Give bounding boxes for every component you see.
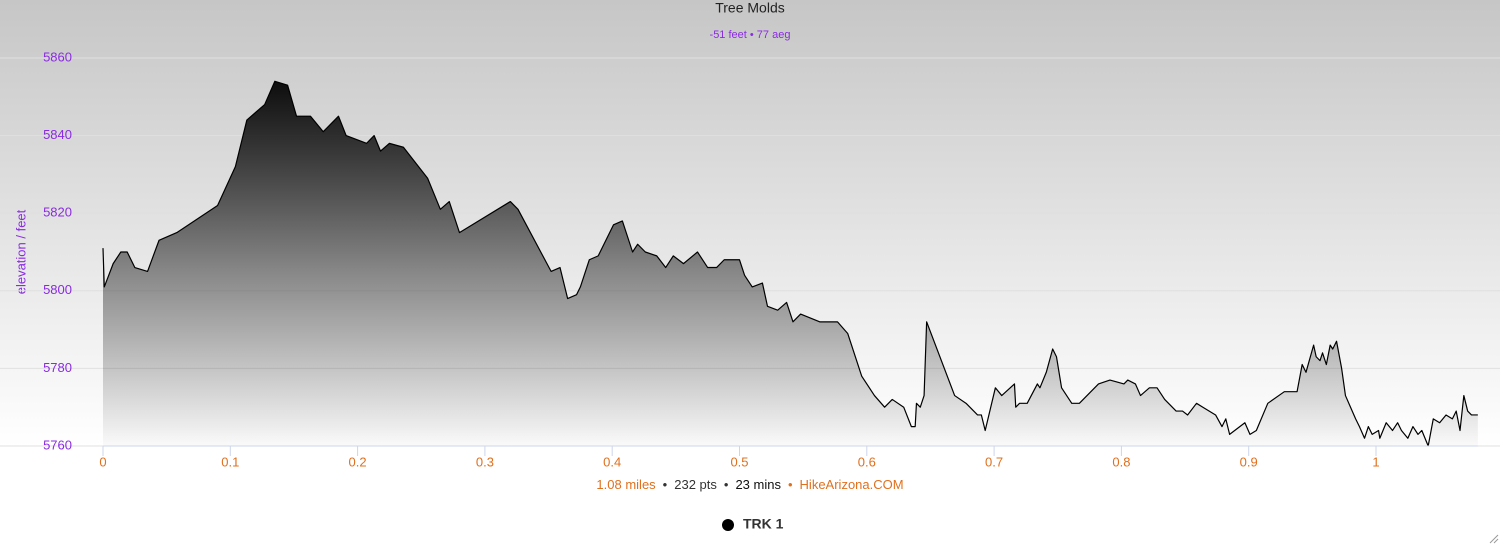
y-tick-label: 5840 (43, 127, 72, 142)
x-tick-label: 0.9 (1240, 454, 1258, 469)
x-tick-label: 0.3 (476, 454, 494, 469)
resize-handle (1489, 534, 1499, 544)
x-tick-label: 0.8 (1112, 454, 1130, 469)
x-tick-label: 0.7 (985, 454, 1003, 469)
y-tick-label: 5800 (43, 282, 72, 297)
area-fill (103, 81, 1478, 446)
footer-item: • (663, 477, 668, 492)
footer-item: • (788, 477, 793, 492)
footer-item: 1.08 miles (596, 477, 656, 492)
chart-subtitle: -51 feet • 77 aeg (710, 29, 791, 41)
chart-title: Tree Molds (715, 0, 785, 16)
legend-marker (722, 519, 734, 531)
y-tick-label: 5860 (43, 49, 72, 64)
x-tick-label: 0 (99, 454, 106, 469)
x-tick-label: 0.6 (858, 454, 876, 469)
y-axis-label: elevation / feet (13, 209, 28, 294)
area-line (102, 80, 1478, 447)
x-tick-label: 0.5 (730, 454, 748, 469)
footer-item: • (724, 477, 729, 492)
x-tick-label: 1 (1372, 454, 1379, 469)
footer-item: HikeArizona.COM (800, 477, 904, 492)
footer-item: 23 mins (735, 477, 781, 492)
x-tick-label: 0.2 (349, 454, 367, 469)
y-tick-label: 5760 (43, 437, 72, 452)
y-tick-label: 5780 (43, 360, 72, 375)
x-tick-label: 0.4 (603, 454, 621, 469)
footer: 1.08 miles • 232 pts • 23 mins • HikeArizona.C… (596, 477, 903, 492)
x-tick-label: 0.1 (221, 454, 239, 469)
y-tick-label: 5820 (43, 205, 72, 220)
footer-item: 232 pts (674, 477, 717, 492)
legend-label[interactable]: TRK 1 (743, 516, 784, 532)
